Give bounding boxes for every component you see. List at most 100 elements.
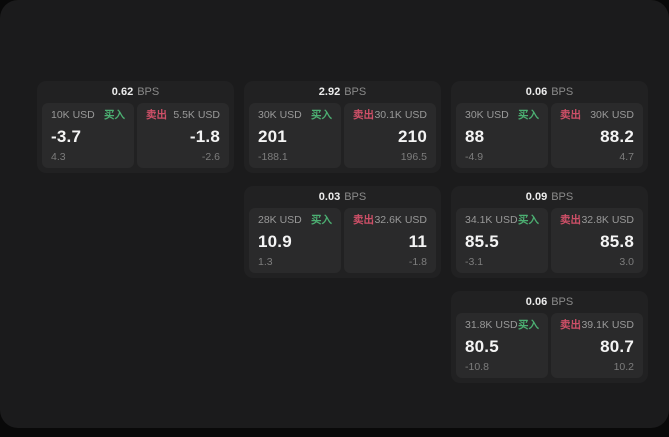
sell-tag: 卖出 bbox=[560, 109, 581, 121]
buy-panel[interactable]: 31.8K USD 买入 80.5 -10.8 bbox=[456, 313, 548, 378]
sell-tag: 卖出 bbox=[560, 214, 581, 226]
bps-header: 0.06 BPS bbox=[456, 81, 643, 103]
buy-panel[interactable]: 34.1K USD 买入 85.5 -3.1 bbox=[456, 208, 548, 273]
bps-unit-label: BPS bbox=[137, 85, 160, 98]
buy-tag: 买入 bbox=[311, 109, 332, 121]
buy-price: 10.9 bbox=[258, 231, 292, 251]
sell-panel-top: 卖出 30K USD bbox=[560, 110, 634, 121]
buy-panel-top: 28K USD 买入 bbox=[258, 215, 332, 226]
sell-amount: 30.1K USD bbox=[374, 109, 427, 121]
bps-header: 0.03 BPS bbox=[249, 186, 436, 208]
buy-price: 201 bbox=[258, 126, 287, 146]
quote-card-5[interactable]: 0.09 BPS 34.1K USD 买入 85.5 -3.1 卖出 32.8K… bbox=[451, 186, 648, 278]
sell-delta: 196.5 bbox=[400, 150, 427, 163]
sell-price: -1.8 bbox=[189, 126, 220, 146]
bps-unit-label: BPS bbox=[551, 295, 574, 308]
sell-tag: 卖出 bbox=[560, 319, 581, 331]
bps-unit-label: BPS bbox=[344, 190, 367, 203]
panels: 34.1K USD 买入 85.5 -3.1 卖出 32.8K USD 85.8… bbox=[456, 208, 643, 273]
buy-tag: 买入 bbox=[518, 214, 539, 226]
bps-header: 2.92 BPS bbox=[249, 81, 436, 103]
panels: 30K USD 买入 88 -4.9 卖出 30K USD 88.2 4.7 bbox=[456, 103, 643, 168]
bps-header: 0.62 BPS bbox=[42, 81, 229, 103]
buy-panel-top: 30K USD 买入 bbox=[465, 110, 539, 121]
sell-panel-top: 卖出 30.1K USD bbox=[353, 110, 427, 121]
buy-amount: 28K USD bbox=[258, 214, 302, 226]
bps-header: 0.06 BPS bbox=[456, 291, 643, 313]
sell-price: 88.2 bbox=[600, 126, 634, 146]
sell-amount: 39.1K USD bbox=[581, 319, 634, 331]
quote-card-1[interactable]: 0.62 BPS 10K USD 买入 -3.7 4.3 卖出 5.5K USD bbox=[37, 81, 234, 173]
buy-amount: 31.8K USD bbox=[465, 319, 518, 331]
buy-panel[interactable]: 10K USD 买入 -3.7 4.3 bbox=[42, 103, 134, 168]
buy-price: 88 bbox=[465, 126, 485, 146]
sell-amount: 30K USD bbox=[590, 109, 634, 121]
sell-panel-top: 卖出 39.1K USD bbox=[560, 320, 634, 331]
buy-tag: 买入 bbox=[104, 109, 125, 121]
sell-tag: 卖出 bbox=[353, 109, 374, 121]
quote-card-6[interactable]: 0.06 BPS 31.8K USD 买入 80.5 -10.8 卖出 39.1… bbox=[451, 291, 648, 383]
buy-panel-top: 34.1K USD 买入 bbox=[465, 215, 539, 226]
sell-amount: 32.6K USD bbox=[374, 214, 427, 226]
buy-delta: 4.3 bbox=[51, 150, 66, 163]
sell-delta: 3.0 bbox=[619, 255, 634, 268]
buy-delta: -4.9 bbox=[465, 150, 484, 163]
sell-panel[interactable]: 卖出 32.8K USD 85.8 3.0 bbox=[551, 208, 643, 273]
sell-panel[interactable]: 卖出 30K USD 88.2 4.7 bbox=[551, 103, 643, 168]
panels: 31.8K USD 买入 80.5 -10.8 卖出 39.1K USD 80.… bbox=[456, 313, 643, 378]
sell-price: 11 bbox=[408, 231, 427, 251]
buy-amount: 34.1K USD bbox=[465, 214, 518, 226]
sell-delta: 4.7 bbox=[619, 150, 634, 163]
bps-value: 0.62 bbox=[111, 85, 134, 98]
bps-value: 0.09 bbox=[525, 190, 548, 203]
buy-delta: 1.3 bbox=[258, 255, 273, 268]
sell-delta: -2.6 bbox=[201, 150, 220, 163]
bps-header: 0.09 BPS bbox=[456, 186, 643, 208]
sell-price: 85.8 bbox=[600, 231, 634, 251]
bps-unit-label: BPS bbox=[344, 85, 367, 98]
sell-delta: -1.8 bbox=[408, 255, 427, 268]
bps-unit-label: BPS bbox=[551, 190, 574, 203]
quote-card-3[interactable]: 0.06 BPS 30K USD 买入 88 -4.9 卖出 30K USD bbox=[451, 81, 648, 173]
buy-panel[interactable]: 30K USD 买入 88 -4.9 bbox=[456, 103, 548, 168]
buy-tag: 买入 bbox=[518, 319, 539, 331]
buy-panel[interactable]: 28K USD 买入 10.9 1.3 bbox=[249, 208, 341, 273]
bps-value: 2.92 bbox=[318, 85, 341, 98]
sell-delta: 10.2 bbox=[613, 360, 634, 373]
buy-amount: 30K USD bbox=[258, 109, 302, 121]
quote-grid: 0.62 BPS 10K USD 买入 -3.7 4.3 卖出 5.5K USD bbox=[37, 81, 648, 383]
panels: 10K USD 买入 -3.7 4.3 卖出 5.5K USD -1.8 -2.… bbox=[42, 103, 229, 168]
sell-price: 80.7 bbox=[600, 336, 634, 356]
bps-value: 0.06 bbox=[525, 295, 548, 308]
quote-card-2[interactable]: 2.92 BPS 30K USD 买入 201 -188.1 卖出 30.1K … bbox=[244, 81, 441, 173]
sell-panel[interactable]: 卖出 39.1K USD 80.7 10.2 bbox=[551, 313, 643, 378]
sell-panel-top: 卖出 32.6K USD bbox=[353, 215, 427, 226]
quote-card-4[interactable]: 0.03 BPS 28K USD 买入 10.9 1.3 卖出 32.6K US… bbox=[244, 186, 441, 278]
sell-panel[interactable]: 卖出 30.1K USD 210 196.5 bbox=[344, 103, 436, 168]
buy-price: -3.7 bbox=[51, 126, 82, 146]
sell-panel[interactable]: 卖出 5.5K USD -1.8 -2.6 bbox=[137, 103, 229, 168]
buy-panel-top: 10K USD 买入 bbox=[51, 110, 125, 121]
app-window: 0.62 BPS 10K USD 买入 -3.7 4.3 卖出 5.5K USD bbox=[0, 0, 669, 428]
sell-tag: 卖出 bbox=[146, 109, 167, 121]
sell-price: 210 bbox=[398, 126, 427, 146]
buy-amount: 10K USD bbox=[51, 109, 95, 121]
bps-unit-label: BPS bbox=[551, 85, 574, 98]
buy-panel[interactable]: 30K USD 买入 201 -188.1 bbox=[249, 103, 341, 168]
buy-tag: 买入 bbox=[518, 109, 539, 121]
buy-delta: -188.1 bbox=[258, 150, 288, 163]
panels: 30K USD 买入 201 -188.1 卖出 30.1K USD 210 1… bbox=[249, 103, 436, 168]
buy-panel-top: 31.8K USD 买入 bbox=[465, 320, 539, 331]
bps-value: 0.03 bbox=[318, 190, 341, 203]
sell-panel[interactable]: 卖出 32.6K USD 11 -1.8 bbox=[344, 208, 436, 273]
buy-panel-top: 30K USD 买入 bbox=[258, 110, 332, 121]
buy-tag: 买入 bbox=[311, 214, 332, 226]
sell-panel-top: 卖出 5.5K USD bbox=[146, 110, 220, 121]
buy-price: 85.5 bbox=[465, 231, 499, 251]
buy-delta: -10.8 bbox=[465, 360, 489, 373]
panels: 28K USD 买入 10.9 1.3 卖出 32.6K USD 11 -1.8 bbox=[249, 208, 436, 273]
sell-amount: 5.5K USD bbox=[173, 109, 220, 121]
buy-price: 80.5 bbox=[465, 336, 499, 356]
buy-delta: -3.1 bbox=[465, 255, 484, 268]
bps-value: 0.06 bbox=[525, 85, 548, 98]
